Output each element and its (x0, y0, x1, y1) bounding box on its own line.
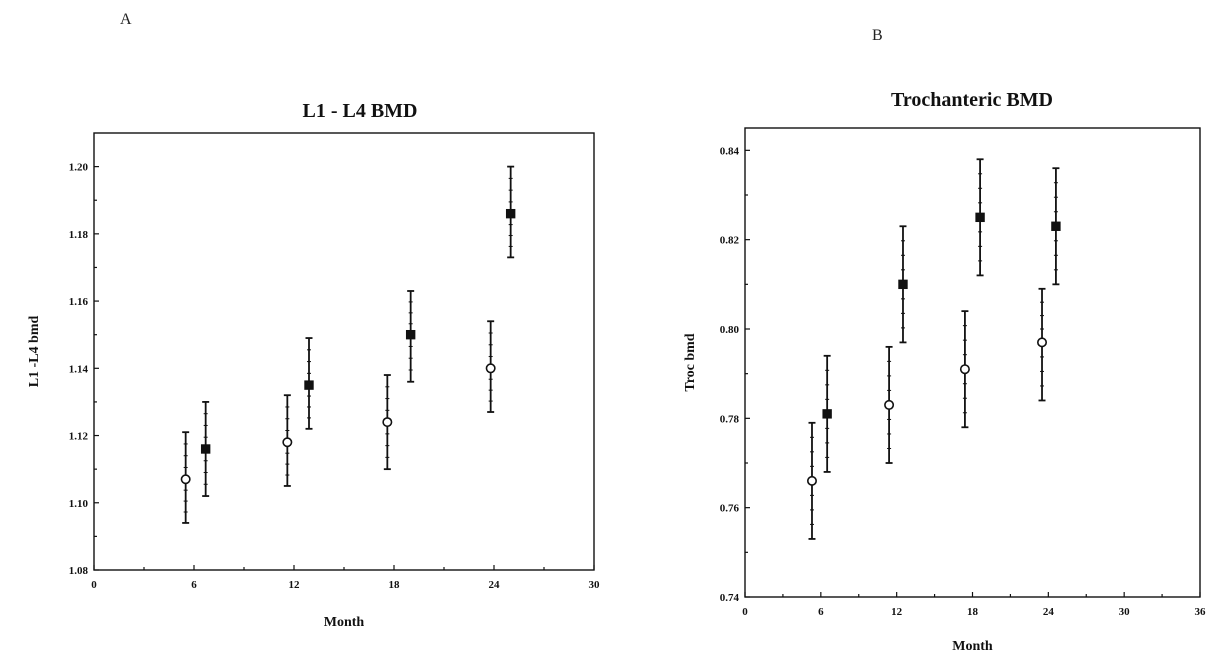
data-point-filled-square (1051, 221, 1061, 231)
x-tick-label: 6 (818, 606, 824, 618)
y-tick-label: 1.16 (69, 296, 89, 308)
y-tick-label: 0.80 (720, 324, 740, 336)
chart-title: Trochanteric BMD (891, 89, 1053, 111)
data-point-filled-square (405, 329, 416, 340)
data-point-open-circle (180, 474, 191, 485)
data-point-open-circle (959, 364, 970, 375)
panel-letter-b: B (872, 27, 883, 44)
y-tick-label: 1.18 (69, 229, 89, 241)
data-point-open-circle (382, 417, 393, 428)
x-tick-label: 30 (1119, 606, 1131, 618)
y-axis-label: Troc bmd (683, 333, 698, 391)
x-tick-label: 24 (1043, 606, 1055, 618)
data-point-filled-square (200, 444, 211, 454)
plot-frame (93, 132, 595, 571)
x-axis-label: Month (952, 639, 993, 654)
data-point-filled-square (304, 380, 314, 390)
data-point-filled-square (898, 279, 908, 290)
y-tick-label: 1.14 (69, 363, 89, 375)
chart-trochanteric-bmd: Trochanteric BMD 0.74 0.76 0.78 0.80 0.82 0.84… (683, 89, 1206, 654)
data-point-open-circle (884, 399, 895, 410)
x-tick-label: 0 (91, 579, 97, 591)
x-tick-label: 18 (389, 579, 401, 591)
y-tick-label: 0.78 (720, 413, 740, 425)
y-tick-label: 0.76 (720, 503, 740, 515)
x-tick-label: 6 (191, 579, 197, 591)
x-tick-label: 30 (589, 579, 601, 591)
y-tick-label: 1.12 (69, 431, 89, 443)
x-axis-label: Month (324, 615, 365, 630)
y-tick-label: 0.82 (720, 235, 740, 247)
data-point-filled-square (505, 208, 516, 219)
data-point-open-circle (485, 363, 496, 374)
y-tick-label: 1.10 (69, 498, 89, 510)
y-tick-label: 1.20 (69, 162, 89, 174)
y-tick-label: 1.08 (69, 565, 89, 577)
x-tick-label: 12 (891, 606, 903, 618)
panel-letter-a: A (120, 11, 132, 28)
y-axis-label: L1 -L4 bmd (27, 316, 42, 388)
x-tick-label: 36 (1195, 606, 1207, 618)
chart-title: L1 - L4 BMD (303, 100, 418, 122)
data-point-filled-square (822, 409, 832, 419)
x-tick-label: 0 (742, 606, 748, 618)
x-tick-label: 12 (289, 579, 301, 591)
plot-frame (744, 127, 1201, 598)
data-point-open-circle (806, 475, 817, 486)
y-tick-label: 0.74 (720, 592, 740, 604)
x-tick-label: 18 (967, 606, 979, 618)
chart-l1-l4-bmd: L1 - L4 BMD 1.08 1.10 1.12 1.14 1.16 1.18 1.20 0… (27, 100, 600, 630)
y-tick-label: 0.84 (720, 145, 740, 157)
data-point-open-circle (1037, 337, 1048, 348)
data-point-filled-square (975, 212, 985, 223)
x-tick-label: 24 (489, 579, 501, 591)
data-point-open-circle (282, 437, 293, 448)
